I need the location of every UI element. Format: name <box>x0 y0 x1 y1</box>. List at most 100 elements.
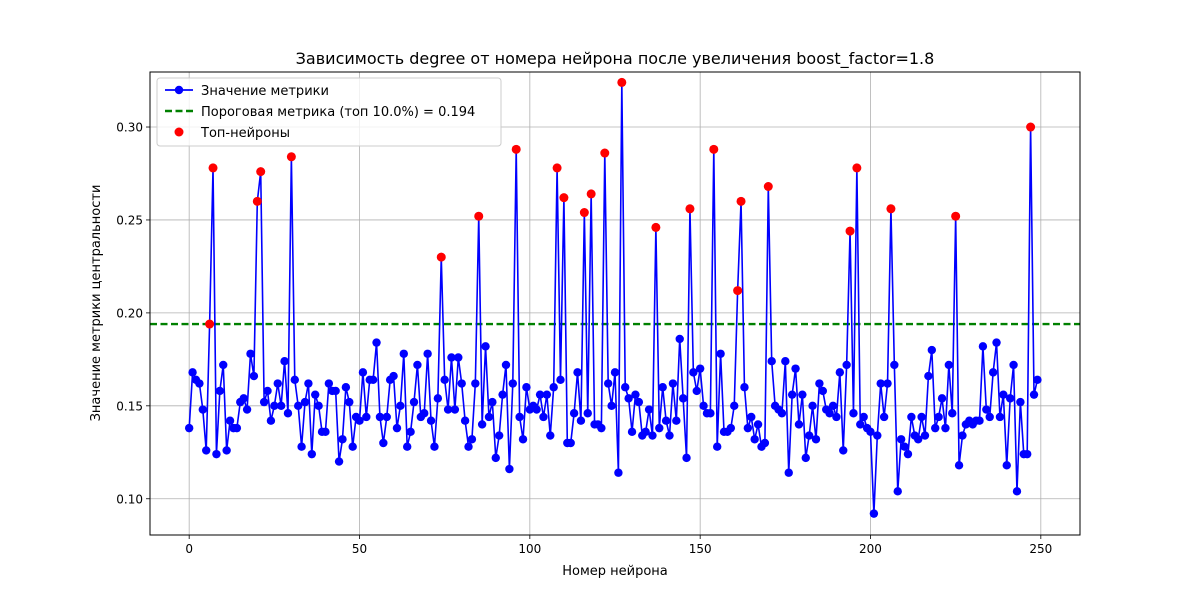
top-neuron-point <box>951 211 961 221</box>
data-point <box>488 397 497 407</box>
data-point <box>222 446 231 455</box>
data-point <box>621 383 630 392</box>
data-point <box>311 390 320 399</box>
data-point <box>440 375 449 384</box>
data-point <box>273 379 282 388</box>
data-point <box>202 446 211 455</box>
data-point <box>695 364 705 373</box>
data-point <box>1033 375 1042 384</box>
data-point <box>985 412 994 422</box>
data-point <box>535 390 545 399</box>
data-point <box>876 379 885 388</box>
data-point <box>913 435 923 444</box>
data-point <box>665 431 674 440</box>
data-point <box>644 405 654 414</box>
data-point <box>532 405 541 414</box>
data-point <box>730 401 739 411</box>
data-point <box>270 401 279 411</box>
data-point <box>597 423 606 433</box>
data-point <box>188 368 197 377</box>
data-point <box>675 334 684 344</box>
data-point <box>682 453 691 463</box>
data-point <box>225 416 235 425</box>
data-point <box>815 379 824 388</box>
top-neurons-layer <box>205 77 1036 329</box>
data-point <box>859 412 868 422</box>
data-point <box>324 379 334 388</box>
top-neuron-point <box>886 204 896 214</box>
data-point <box>896 435 906 444</box>
data-point <box>409 397 419 407</box>
data-point <box>246 349 255 358</box>
data-point <box>784 468 793 477</box>
legend-box <box>156 77 502 147</box>
data-point <box>232 423 242 433</box>
data-point <box>879 412 889 422</box>
data-point <box>1022 449 1032 459</box>
data-point <box>641 427 650 437</box>
data-point <box>873 431 882 440</box>
top-neuron-point <box>709 144 719 154</box>
top-neuron-point <box>617 77 627 87</box>
data-point <box>944 360 954 370</box>
data-point <box>706 409 715 418</box>
x-tick-label: 100 <box>518 542 541 556</box>
x-tick-label: 200 <box>859 542 882 556</box>
data-point <box>491 453 500 463</box>
data-point <box>869 509 879 518</box>
data-point <box>610 368 620 377</box>
data-point <box>426 416 436 425</box>
data-point <box>484 412 494 422</box>
data-point <box>791 364 800 373</box>
data-point <box>406 427 415 437</box>
data-point <box>293 401 303 411</box>
data-point <box>423 349 432 358</box>
data-point <box>348 442 357 451</box>
data-point <box>314 401 323 411</box>
legend-entry-top: Топ-нейроны <box>200 126 290 141</box>
data-point <box>195 379 204 388</box>
data-point <box>355 416 364 425</box>
top-neuron-point <box>205 319 215 329</box>
data-point <box>477 420 487 429</box>
data-point <box>212 449 221 459</box>
data-point <box>849 409 858 418</box>
data-point <box>569 409 579 418</box>
data-point <box>835 368 845 377</box>
top-neuron-point <box>579 208 589 218</box>
data-point <box>1002 461 1011 470</box>
data-point <box>658 383 667 392</box>
series-points-layer <box>184 78 1042 518</box>
data-point <box>464 442 473 451</box>
legend-entry-threshold: Пороговая метрика (топ 10.0%) = 0.194 <box>201 105 475 120</box>
data-point <box>631 390 640 399</box>
data-point <box>900 442 909 451</box>
data-point <box>515 412 524 422</box>
data-point <box>566 438 575 448</box>
data-point <box>549 383 558 392</box>
data-point <box>556 375 565 384</box>
data-point <box>712 442 722 451</box>
chart-title: Зависимость degree от номера нейрона пос… <box>296 49 935 69</box>
data-point <box>750 435 759 444</box>
data-point <box>280 357 289 366</box>
data-point <box>978 342 988 351</box>
data-point <box>614 468 623 477</box>
data-point <box>934 412 943 422</box>
data-point <box>576 416 586 425</box>
data-point <box>375 412 385 422</box>
data-point <box>920 431 930 440</box>
x-tick-label: 250 <box>1029 542 1052 556</box>
top-neuron-point <box>852 163 862 173</box>
data-point <box>276 401 286 411</box>
data-point <box>825 409 834 418</box>
top-neuron-point <box>252 196 262 206</box>
data-point <box>716 349 725 358</box>
top-neuron-point <box>651 222 661 232</box>
data-point <box>828 401 838 411</box>
data-point <box>505 464 514 474</box>
data-point <box>627 427 637 437</box>
data-point <box>992 338 1001 347</box>
axes-frame <box>149 71 1081 536</box>
